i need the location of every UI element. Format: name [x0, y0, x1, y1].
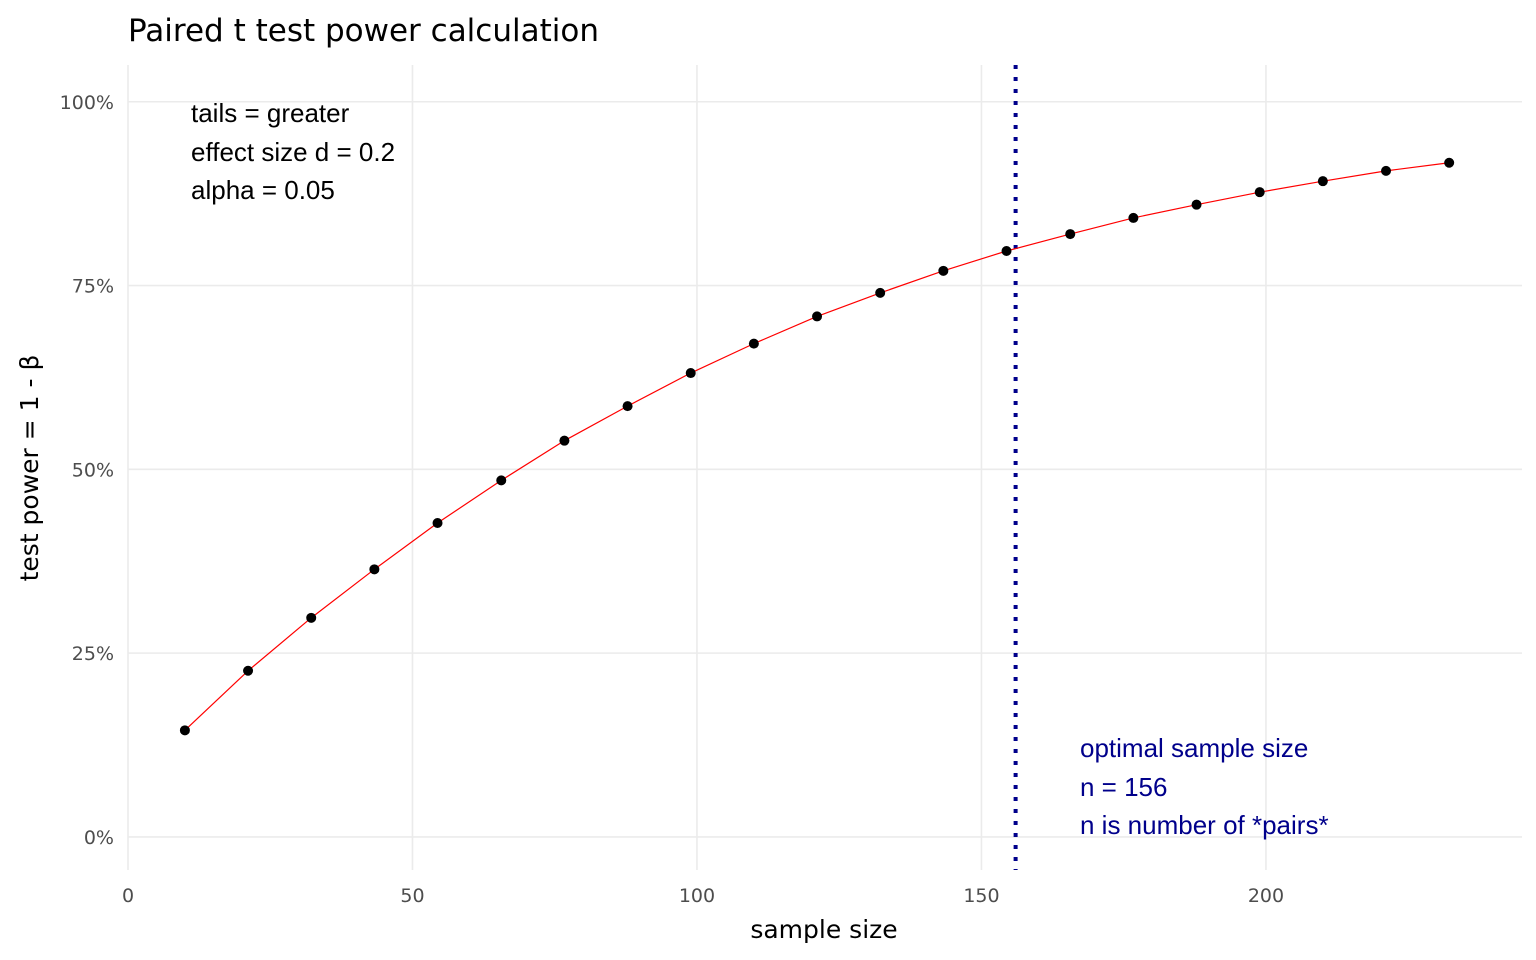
power-point — [748, 338, 759, 349]
grid — [127, 65, 1522, 870]
power-point — [179, 725, 190, 736]
chart-title: Paired t test power calculation — [128, 13, 599, 49]
y-tick-label: 50% — [72, 459, 114, 481]
power-point — [685, 368, 696, 379]
power-point — [306, 612, 317, 623]
power-point — [369, 564, 380, 575]
power-point — [622, 401, 633, 412]
y-tick-label: 25% — [72, 643, 114, 665]
x-axis-ticks: 0 50 100 150 200 — [122, 885, 1284, 907]
y-tick-label: 100% — [60, 92, 114, 114]
y-axis-ticks: 0% 25% 50% 75% 100% — [60, 92, 114, 849]
power-point — [938, 265, 949, 276]
power-point — [243, 665, 254, 676]
param-alpha: alpha = 0.05 — [191, 175, 335, 205]
x-tick-label: 150 — [963, 885, 999, 907]
power-point — [1317, 176, 1328, 187]
series-group — [179, 157, 1455, 736]
power-curve-line — [184, 162, 1450, 731]
power-point — [1191, 199, 1202, 210]
power-point — [812, 311, 823, 322]
power-point — [1128, 212, 1139, 223]
x-tick-label: 0 — [122, 885, 134, 907]
power-point — [1065, 229, 1076, 240]
optimal-n-label: n = 156 — [1080, 772, 1167, 802]
y-tick-label: 75% — [72, 276, 114, 298]
x-tick-label: 200 — [1248, 885, 1284, 907]
power-point — [1444, 157, 1455, 168]
optimal-sample-size-label: optimal sample size — [1080, 733, 1308, 763]
power-point — [1001, 245, 1012, 256]
power-point — [1381, 165, 1392, 176]
param-effect-size: effect size d = 0.2 — [191, 137, 395, 167]
x-tick-label: 100 — [679, 885, 715, 907]
power-point — [432, 518, 443, 529]
power-point — [1254, 187, 1265, 198]
power-point — [496, 475, 507, 486]
y-tick-label: 0% — [84, 827, 114, 849]
power-point — [559, 435, 570, 446]
x-tick-label: 50 — [400, 885, 424, 907]
y-axis-label: test power = 1 - β — [15, 355, 44, 582]
param-tails: tails = greater — [191, 98, 350, 128]
x-axis-label: sample size — [750, 915, 897, 944]
power-point — [875, 287, 886, 298]
pairs-note-label: n is number of *pairs* — [1080, 810, 1329, 840]
